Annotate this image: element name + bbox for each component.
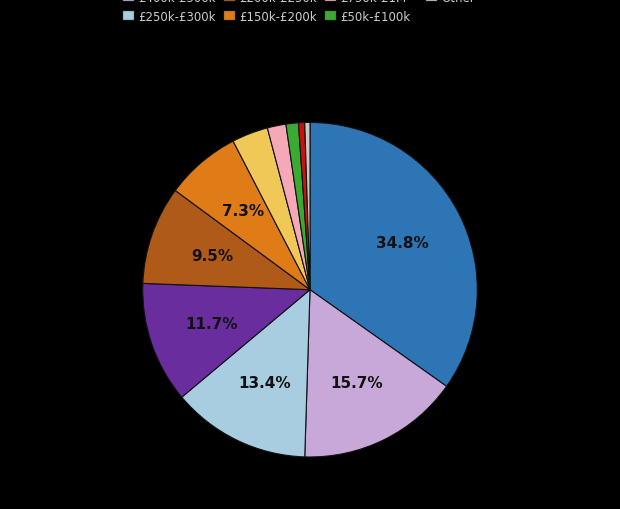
Text: 13.4%: 13.4%	[238, 376, 291, 391]
Wedge shape	[305, 123, 310, 290]
Wedge shape	[310, 123, 477, 386]
Wedge shape	[298, 123, 310, 290]
Wedge shape	[143, 284, 310, 398]
Wedge shape	[143, 191, 310, 290]
Text: 15.7%: 15.7%	[330, 375, 383, 390]
Legend: £300k-£400k, £400k-£500k, £250k-£300k, £500k-£750k, £200k-£250k, £150k-£200k, £1: £300k-£400k, £400k-£500k, £250k-£300k, £…	[120, 0, 500, 26]
Wedge shape	[267, 125, 310, 290]
Text: 11.7%: 11.7%	[185, 316, 238, 331]
Wedge shape	[286, 124, 310, 290]
Wedge shape	[305, 290, 446, 457]
Wedge shape	[233, 129, 310, 290]
Wedge shape	[182, 290, 310, 457]
Text: 7.3%: 7.3%	[221, 204, 264, 219]
Wedge shape	[175, 142, 310, 290]
Text: 9.5%: 9.5%	[191, 248, 233, 264]
Text: 34.8%: 34.8%	[376, 235, 428, 250]
